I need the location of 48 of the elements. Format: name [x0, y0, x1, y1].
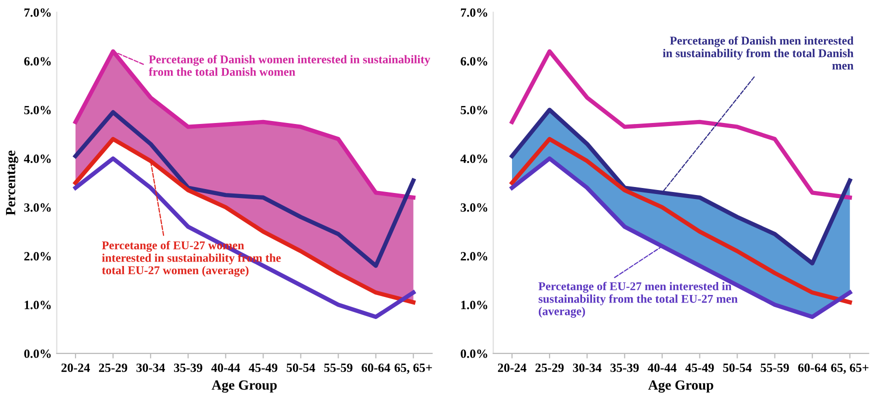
line-series	[510, 156, 852, 319]
y-tick-label: 2.0%	[460, 252, 488, 261]
line-series	[73, 156, 416, 319]
x-tick-label: 60-64	[362, 364, 390, 372]
x-tick-label: 45-49	[685, 364, 714, 372]
y-tick-label: 5.0%	[24, 106, 51, 114]
x-tick-label: 20-24	[61, 364, 90, 372]
line-series	[73, 136, 416, 304]
y-tick-label: 1.0%	[24, 300, 51, 310]
y-tick-label: 2.0%	[24, 252, 51, 261]
x-axis-title: Age Group	[212, 380, 277, 393]
x-tick-label: 40-44	[211, 364, 240, 372]
y-tick-label: 4.0%	[24, 154, 51, 164]
y-tick-label: 7.0%	[24, 8, 51, 17]
x-tick-label: 50-54	[286, 364, 316, 372]
x-tick-label: 30-34	[136, 364, 165, 372]
x-axis-title: Age Group	[648, 380, 714, 393]
y-tick-label: 0.0%	[460, 349, 488, 358]
y-tick-label: 1.0%	[461, 300, 488, 310]
annotation: Percetange of EU-27 men interested in sustainability from the total EU-27 men (average)	[538, 282, 738, 318]
annotation: Percetange of Danish men interested in sustainability from the total Danish men	[662, 36, 854, 70]
x-tick-label: 40-44	[648, 364, 677, 372]
annotation: Percetange of Danish women interested in sustainability from the total Danish women	[148, 54, 430, 76]
x-tick-label: 35-39	[610, 364, 639, 372]
line-series	[510, 49, 852, 200]
y-tick-label: 7.0%	[460, 8, 488, 17]
y-tick-label: 5.0%	[460, 106, 488, 114]
line-series	[73, 110, 416, 268]
x-tick-label: 25-29	[536, 364, 564, 372]
x-tick-label: 55-59	[324, 364, 352, 372]
x-tick-label: 50-54	[723, 364, 752, 372]
x-tick-label: 25-29	[99, 364, 128, 372]
x-tick-label: 45-49	[248, 364, 278, 372]
y-tick-label: 3.0%	[460, 203, 488, 212]
y-tick-label: 3.0%	[24, 203, 51, 212]
x-tick-label: 30-34	[572, 364, 602, 372]
y-axis-title: Percentage	[6, 150, 18, 216]
x-tick-label: 35-39	[174, 364, 202, 372]
x-tick-label: 20-24	[498, 364, 526, 372]
line-series	[510, 136, 852, 304]
y-tick-label: 0.0%	[24, 349, 51, 358]
y-tick-label: 6.0%	[24, 57, 51, 66]
x-tick-label: 65, 65+	[831, 364, 868, 374]
x-tick-label: 65, 65+	[394, 364, 432, 374]
y-tick-label: 6.0%	[460, 57, 488, 66]
x-tick-label: 55-59	[760, 364, 789, 372]
x-tick-label: 60-64	[798, 364, 827, 372]
y-tick-label: 4.0%	[460, 154, 488, 164]
